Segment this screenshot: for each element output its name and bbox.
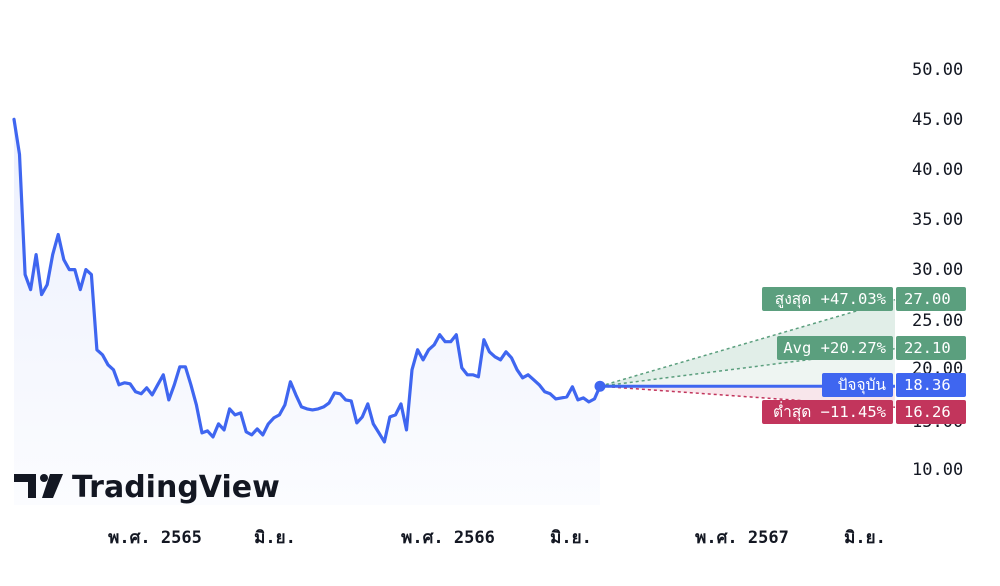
current-label-box bbox=[822, 373, 893, 397]
y-tick-label: 35.00 bbox=[912, 210, 963, 230]
high-label-box bbox=[762, 287, 893, 311]
low-label: ต่ำสุด −11.45% bbox=[773, 401, 887, 422]
current-label: ปัจจุบัน bbox=[838, 376, 887, 395]
y-tick-label: 10.00 bbox=[912, 460, 963, 480]
high-value: 27.00 bbox=[904, 290, 951, 308]
current-value-box bbox=[896, 373, 966, 397]
tradingview-logo-icon bbox=[14, 474, 63, 498]
avg-value-box bbox=[896, 336, 966, 360]
low-label-box bbox=[762, 400, 893, 424]
low-value-box bbox=[896, 400, 966, 424]
x-tick-label: มิ.ย. bbox=[254, 528, 296, 548]
x-axis: พ.ศ. 2565 มิ.ย. พ.ศ. 2566 มิ.ย. พ.ศ. 256… bbox=[108, 528, 886, 548]
high-value-box bbox=[896, 287, 966, 311]
high-label: สูงสุด +47.03% bbox=[775, 290, 887, 309]
x-tick-label: มิ.ย. bbox=[550, 528, 592, 548]
avg-value: 22.10 bbox=[904, 339, 951, 357]
forecast-tags: สูงสุด +47.03% 27.00 Avg +20.27% 22.10 ป… bbox=[762, 287, 966, 424]
plot-area bbox=[12, 117, 896, 506]
x-tick-label: พ.ศ. 2565 bbox=[108, 528, 202, 548]
current-value: 18.36 bbox=[904, 376, 951, 394]
tradingview-logo-text: TradingView bbox=[72, 470, 280, 505]
current-price-tag: ปัจจุบัน 18.36 bbox=[822, 373, 966, 397]
forecast-high-band bbox=[600, 299, 895, 387]
tradingview-logo: TradingView bbox=[14, 470, 280, 505]
y-tick-label: 45.00 bbox=[912, 110, 963, 130]
low-forecast-tag: ต่ำสุด −11.45% 16.26 bbox=[762, 400, 966, 424]
price-line bbox=[12, 117, 602, 444]
x-tick-label: มิ.ย. bbox=[844, 528, 886, 548]
y-tick-label: 25.00 bbox=[912, 311, 963, 331]
y-tick-label: 50.00 bbox=[912, 60, 963, 80]
avg-forecast-tag: Avg +20.27% 22.10 bbox=[777, 336, 966, 360]
price-area-fill bbox=[14, 119, 600, 506]
low-value: 16.26 bbox=[904, 403, 951, 421]
x-tick-label: พ.ศ. 2567 bbox=[695, 528, 789, 548]
current-price-point bbox=[594, 380, 606, 392]
x-tick-label: พ.ศ. 2566 bbox=[401, 528, 495, 548]
avg-label: Avg +20.27% bbox=[783, 339, 886, 357]
avg-label-box bbox=[777, 336, 893, 360]
high-forecast-tag: สูงสุด +47.03% 27.00 bbox=[762, 287, 966, 311]
y-tick-label: 30.00 bbox=[912, 260, 963, 280]
y-tick-label: 40.00 bbox=[912, 160, 963, 180]
